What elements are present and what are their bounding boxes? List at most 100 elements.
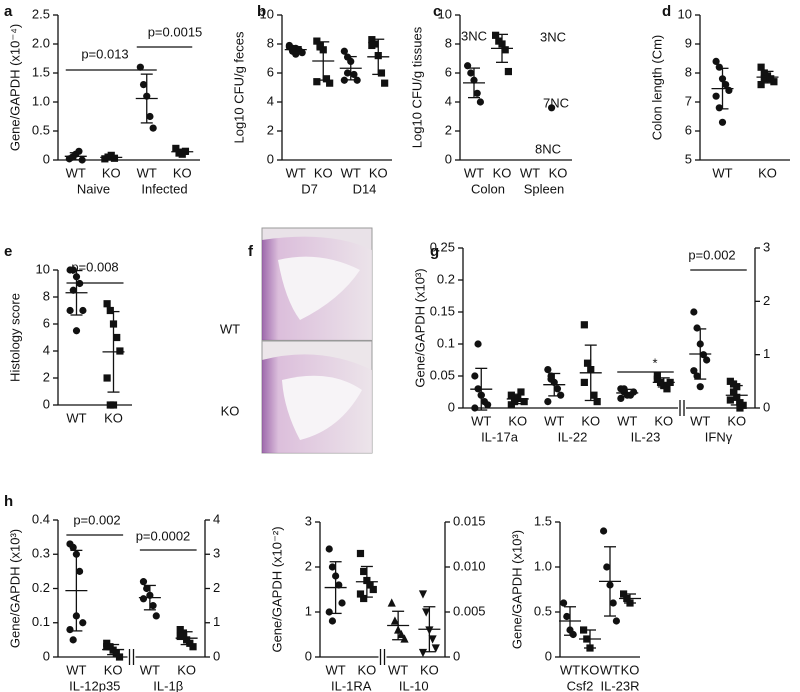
data-point: [699, 351, 708, 359]
y-tick-label: 1.5: [32, 64, 50, 79]
data-point: [66, 306, 74, 315]
panel-label: g: [430, 243, 439, 260]
data-point: [325, 608, 333, 616]
annotation: p=0.002: [688, 247, 735, 262]
data-point: [139, 595, 148, 603]
y-axis-label: Gene/GAPDH (x10³): [509, 530, 524, 649]
group-label: IL-12p35: [69, 678, 120, 692]
y2-tick-label: 0: [763, 399, 770, 414]
data-point: [340, 47, 348, 55]
data-point: [328, 617, 337, 625]
data-point: [609, 599, 617, 607]
y-tick-label: 2: [305, 558, 312, 573]
data-point: [298, 49, 306, 57]
data-point: [139, 81, 148, 89]
data-point: [66, 626, 74, 634]
data-point: [360, 567, 368, 576]
data-point: [544, 398, 552, 406]
dot-plot: 0 1 2 3 0 0.005 0.010 0.015 Gene/GAPDH (x10⁻²) WT…: [269, 513, 485, 692]
data-point: [152, 612, 160, 620]
y-axis-label: Colon length (Cm): [649, 35, 664, 141]
data-point: [517, 388, 525, 396]
y-tick-label: 0: [445, 151, 452, 166]
histology-panel: f WT KO: [220, 227, 373, 454]
group-label: IL-1RA: [331, 678, 372, 692]
data-point: [718, 118, 727, 126]
data-point: [557, 391, 565, 399]
data-point: [693, 324, 701, 332]
y-tick-label: 8: [267, 35, 274, 50]
data-point: [368, 36, 376, 44]
x-tick-label: WT: [544, 413, 564, 428]
data-point: [418, 648, 428, 658]
x-tick-label: KO: [173, 165, 192, 180]
data-point: [712, 57, 720, 65]
panel-label: c: [433, 3, 441, 20]
x-tick-label: KO: [549, 165, 568, 180]
data-point: [560, 599, 568, 607]
data-point: [115, 653, 124, 661]
annotation: 8NC: [535, 141, 561, 156]
data-point: [580, 321, 588, 329]
data-point: [663, 385, 671, 393]
y-tick-label: 10: [36, 261, 50, 276]
x-tick-label: KO: [104, 662, 123, 677]
y-tick-label: 0.5: [32, 122, 50, 137]
y2-tick-label: 1: [213, 614, 220, 629]
y-tick-label: 0.05: [430, 367, 455, 382]
y-tick-label: 2: [267, 122, 274, 137]
data-point: [501, 46, 509, 54]
y-tick-label: 0.1: [437, 335, 455, 350]
annotation: 3NC: [540, 29, 566, 44]
y2-tick-label: 4: [213, 511, 220, 526]
data-point: [149, 602, 157, 610]
data-point: [340, 76, 348, 84]
data-point: [620, 590, 628, 598]
data-point: [603, 563, 611, 571]
data-point: [520, 398, 528, 406]
axis-break: [127, 649, 136, 665]
data-point: [110, 154, 119, 162]
data-point: [72, 327, 81, 335]
y-tick-label: 0.15: [430, 303, 455, 318]
y-tick-label: 1.0: [32, 93, 50, 108]
data-point: [369, 585, 377, 594]
data-point: [356, 590, 365, 598]
row-label: KO: [221, 403, 240, 418]
y-tick-label: 0.4: [32, 511, 50, 526]
data-point: [693, 372, 701, 380]
data-point: [507, 391, 515, 399]
data-point: [189, 643, 197, 651]
data-point: [553, 385, 562, 393]
data-point: [109, 401, 118, 409]
data-point: [471, 372, 479, 380]
data-point: [353, 76, 361, 84]
y-tick-label: 0: [43, 151, 50, 166]
data-point: [422, 608, 431, 617]
data-point: [146, 112, 154, 121]
y-tick-label: 4: [267, 93, 274, 108]
y2-tick-label: 3: [213, 546, 220, 561]
data-point: [593, 398, 601, 406]
data-point: [418, 590, 428, 599]
data-point: [507, 401, 515, 409]
x-tick-label: WT: [326, 662, 346, 677]
dot-plot: h 0 0.1 0.2 0.3 0.4 0 1 2 3 4 Gene/GAPDH (x10³) WT KO…: [4, 493, 220, 692]
x-tick-label: WT: [137, 165, 157, 180]
data-point: [726, 396, 734, 404]
group-label: IL-23: [631, 429, 661, 444]
x-tick-label: KO: [493, 165, 512, 180]
data-point: [139, 578, 148, 586]
group-label: IFNγ: [705, 429, 733, 444]
x-tick-label: WT: [388, 662, 408, 677]
x-tick-label: WT: [464, 165, 484, 180]
data-point: [736, 404, 744, 412]
data-point: [600, 527, 608, 535]
data-point: [356, 549, 365, 558]
group-label: Spleen: [524, 181, 564, 196]
data-point: [715, 104, 723, 112]
data-point: [580, 378, 588, 386]
y-tick-label: 8: [445, 35, 452, 50]
y-tick-label: 8: [685, 64, 692, 79]
